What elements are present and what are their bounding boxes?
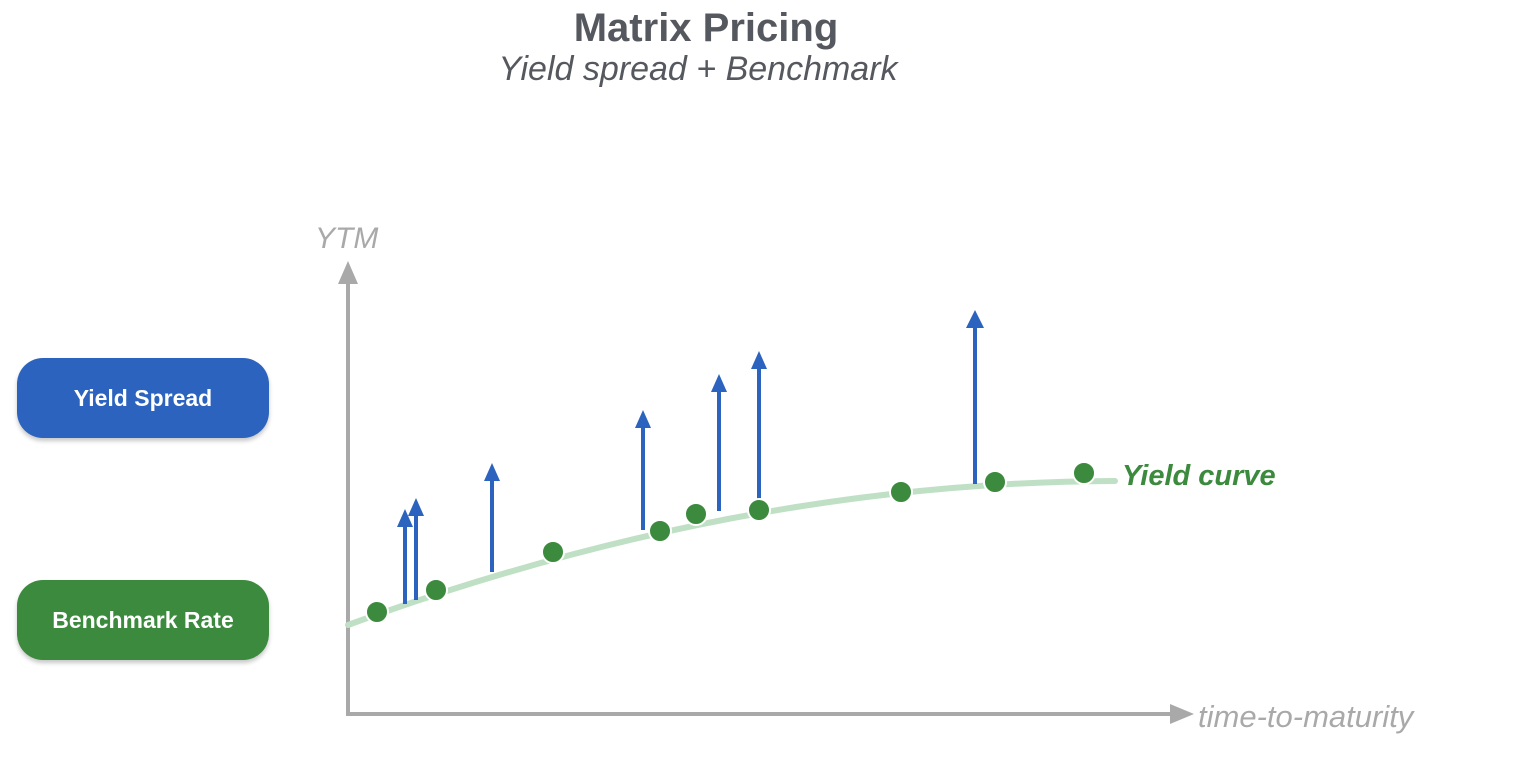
yield-spread-legend-label: Yield Spread [73, 384, 213, 411]
y-axis-label: YTM [315, 222, 378, 255]
yield-spread-legend: Yield Spread [17, 358, 269, 438]
benchmark-point [684, 502, 708, 526]
benchmark-point [365, 600, 389, 624]
benchmark-point [1072, 461, 1096, 485]
yield-spread-arrows [397, 310, 984, 604]
yield-curve-label: Yield curve [1122, 460, 1276, 492]
benchmark-point [889, 480, 913, 504]
spread-arrow [966, 310, 984, 484]
page-title: Matrix Pricing [573, 6, 839, 50]
benchmark-point [648, 519, 672, 543]
spread-arrow [711, 374, 727, 511]
benchmark-rate-legend-label: Benchmark Rate [52, 606, 234, 633]
page-subtitle: Yield spread + Benchmark [498, 50, 898, 88]
benchmark-point [541, 540, 565, 564]
benchmark-rate-legend: Benchmark Rate [17, 580, 269, 660]
spread-arrow [751, 351, 767, 502]
benchmark-point [983, 470, 1007, 494]
yield-curve-line [345, 478, 1118, 628]
benchmark-point [747, 498, 771, 522]
spread-arrow [397, 509, 413, 604]
spread-arrow [635, 410, 651, 530]
y-axis-arrowhead [338, 261, 358, 284]
x-axis-arrowhead [1170, 704, 1194, 724]
x-axis-label: time-to-maturity [1198, 699, 1416, 734]
benchmark-points [365, 461, 1096, 624]
benchmark-point [424, 578, 448, 602]
spread-arrow [408, 498, 424, 600]
spread-arrow [484, 463, 500, 572]
